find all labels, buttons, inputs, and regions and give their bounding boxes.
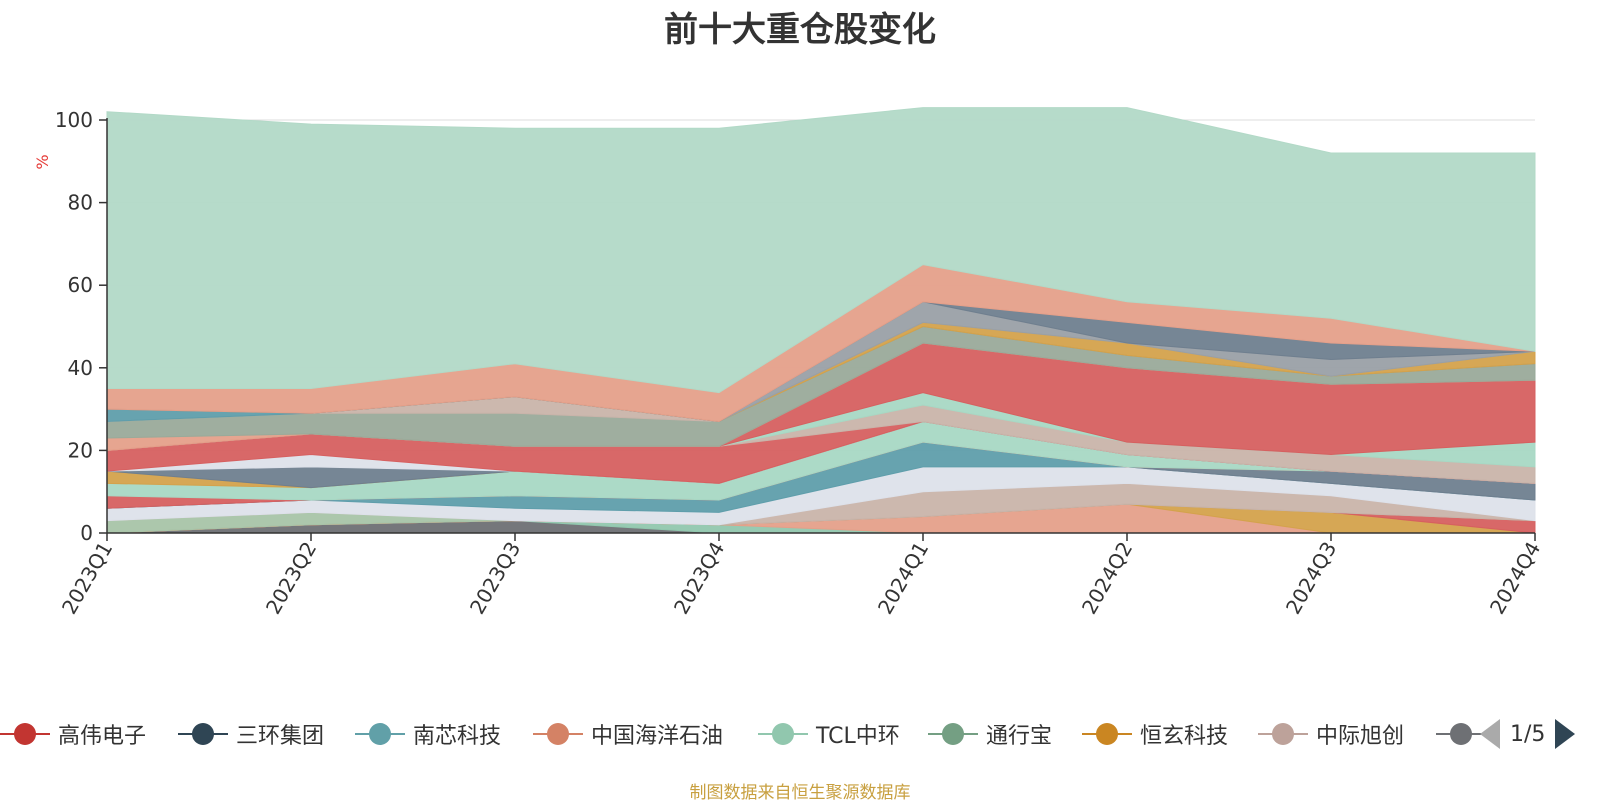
legend-item-7[interactable]: 中际旭创: [1258, 714, 1404, 754]
area-series: [106, 107, 1536, 534]
legend: 高伟电子 三环集团 南芯科技 中国海洋石油 TCL中环 通行宝 恒玄科技 中际旭创: [0, 714, 1600, 754]
legend-item-2[interactable]: 南芯科技: [355, 714, 501, 754]
legend-symbol-icon: [1258, 722, 1308, 746]
legend-item-3[interactable]: 中国海洋石油: [533, 714, 723, 754]
data-source-note: 制图数据来自恒生聚源数据库: [689, 783, 911, 803]
x-tick-label-1: 2023Q2: [261, 538, 321, 619]
legend-item-6[interactable]: 恒玄科技: [1082, 714, 1228, 754]
legend-symbol-icon: [758, 722, 808, 746]
legend-item-1[interactable]: 三环集团: [178, 714, 324, 754]
legend-label: 南芯科技: [413, 724, 502, 749]
legend-symbol-icon: [1082, 722, 1132, 746]
legend-prev-button[interactable]: [1480, 719, 1500, 749]
legend-label: 中国海洋石油: [591, 724, 724, 749]
axes: [106, 118, 1535, 534]
legend-label: 高伟电子: [58, 724, 147, 749]
legend-symbol-icon: [928, 722, 978, 746]
chart-title: 前十大重仓股变化: [664, 10, 936, 50]
y-axis-label: %: [33, 154, 52, 169]
legend-label: 中际旭创: [1316, 724, 1405, 749]
y-tick-label-1: 20: [68, 438, 93, 462]
legend-label: TCL中环: [816, 724, 900, 749]
x-tick-label-5: 2024Q2: [1077, 538, 1137, 619]
legend-label: 三环集团: [236, 724, 325, 749]
legend-symbol-icon: [355, 722, 405, 746]
y-tick-label-2: 40: [68, 356, 93, 380]
legend-symbol-icon: [533, 722, 583, 746]
y-tick-labels: 0 20 40 60 80 100: [55, 108, 107, 545]
legend-item-0[interactable]: 高伟电子: [0, 714, 146, 754]
legend-symbol-icon: [178, 722, 228, 746]
legend-symbol-icon: [0, 722, 50, 746]
y-tick-label-0: 0: [80, 521, 93, 545]
y-tick-label-3: 60: [68, 273, 93, 297]
x-tick-label-7: 2024Q4: [1485, 538, 1545, 619]
x-tick-label-4: 2024Q1: [873, 538, 933, 619]
x-tick-label-0: 2023Q1: [57, 538, 117, 619]
legend-item-5[interactable]: 通行宝: [928, 714, 1052, 754]
legend-next-button[interactable]: [1555, 719, 1576, 749]
x-tick-label-6: 2024Q3: [1281, 538, 1341, 619]
legend-page-indicator: 1/5: [1510, 721, 1546, 747]
legend-label: 恒玄科技: [1140, 724, 1229, 749]
x-tick-label-3: 2023Q4: [669, 538, 729, 619]
x-tick-label-2: 2023Q3: [465, 538, 525, 619]
legend-item-8[interactable]: [1436, 714, 1494, 754]
legend-label: 通行宝: [986, 724, 1053, 749]
y-tick-label-4: 80: [68, 191, 93, 215]
legend-pager: 1/5: [1480, 716, 1576, 752]
x-tick-labels: 2023Q1 2023Q2 2023Q3 2023Q4 2024Q1 2024Q2 2024…: [57, 533, 1545, 618]
area-series-27: [106, 107, 1536, 394]
y-tick-label-5: 100: [55, 108, 93, 132]
legend-item-4[interactable]: TCL中环: [758, 714, 900, 754]
legend-symbol-icon: [1436, 722, 1486, 746]
